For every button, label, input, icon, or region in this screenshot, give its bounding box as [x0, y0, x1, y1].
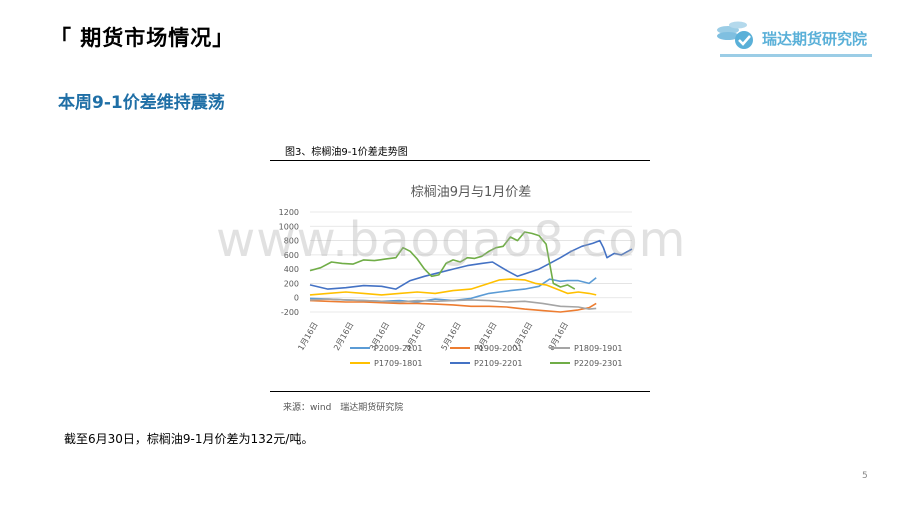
y-tick-label: 200 [284, 279, 299, 288]
series-line [309, 299, 597, 313]
y-tick-label: 800 [284, 237, 299, 246]
legend-label: P1809-1901 [574, 344, 622, 353]
chart-title: 棕榈油9月与1月价差 [411, 185, 532, 200]
spread-line-chart: 棕榈油9月与1月价差 -200 0 200 400 600 800 1000 1200 1月16日… [279, 185, 633, 368]
x-tick-label: 1月16日 [296, 321, 319, 353]
page-number: 5 [862, 471, 868, 481]
series-line [309, 239, 633, 290]
series-line [309, 298, 597, 310]
logo-text: 瑞达期货研究院 [762, 30, 868, 48]
watermark-text: www.baogao8.com [216, 212, 687, 268]
page-title: 「 期货市场情况」 [50, 26, 235, 50]
y-tick-label: 400 [284, 265, 299, 274]
series-line [309, 278, 597, 296]
conclusion-text: 截至6月30日，棕榈油9-1月价差为132元/吨。 [64, 432, 314, 446]
legend-label: P1709-1801 [374, 359, 422, 368]
legend-label: P2209-2301 [574, 359, 622, 368]
legend-label: P1909-2001 [474, 344, 522, 353]
y-tick-label: 600 [284, 251, 299, 260]
y-tick-label: 1000 [279, 222, 299, 231]
coins-check-icon [717, 21, 753, 49]
series-line [309, 231, 576, 290]
y-tick-label: -200 [281, 308, 299, 317]
logo-underline [720, 54, 872, 57]
section-title: 本周9-1价差维持震荡 [58, 93, 225, 113]
legend-label: P2109-2201 [474, 359, 522, 368]
figure-source: 来源：wind 瑞达期货研究院 [283, 403, 404, 413]
y-tick-label: 0 [294, 294, 299, 303]
caption-bottom-rule [270, 391, 650, 392]
y-tick-label: 1200 [279, 208, 299, 217]
legend-label: P2009-2101 [374, 344, 422, 353]
caption-top-rule [270, 160, 650, 161]
figure-caption: 图3、棕榈油9-1价差走势图 [285, 147, 408, 158]
